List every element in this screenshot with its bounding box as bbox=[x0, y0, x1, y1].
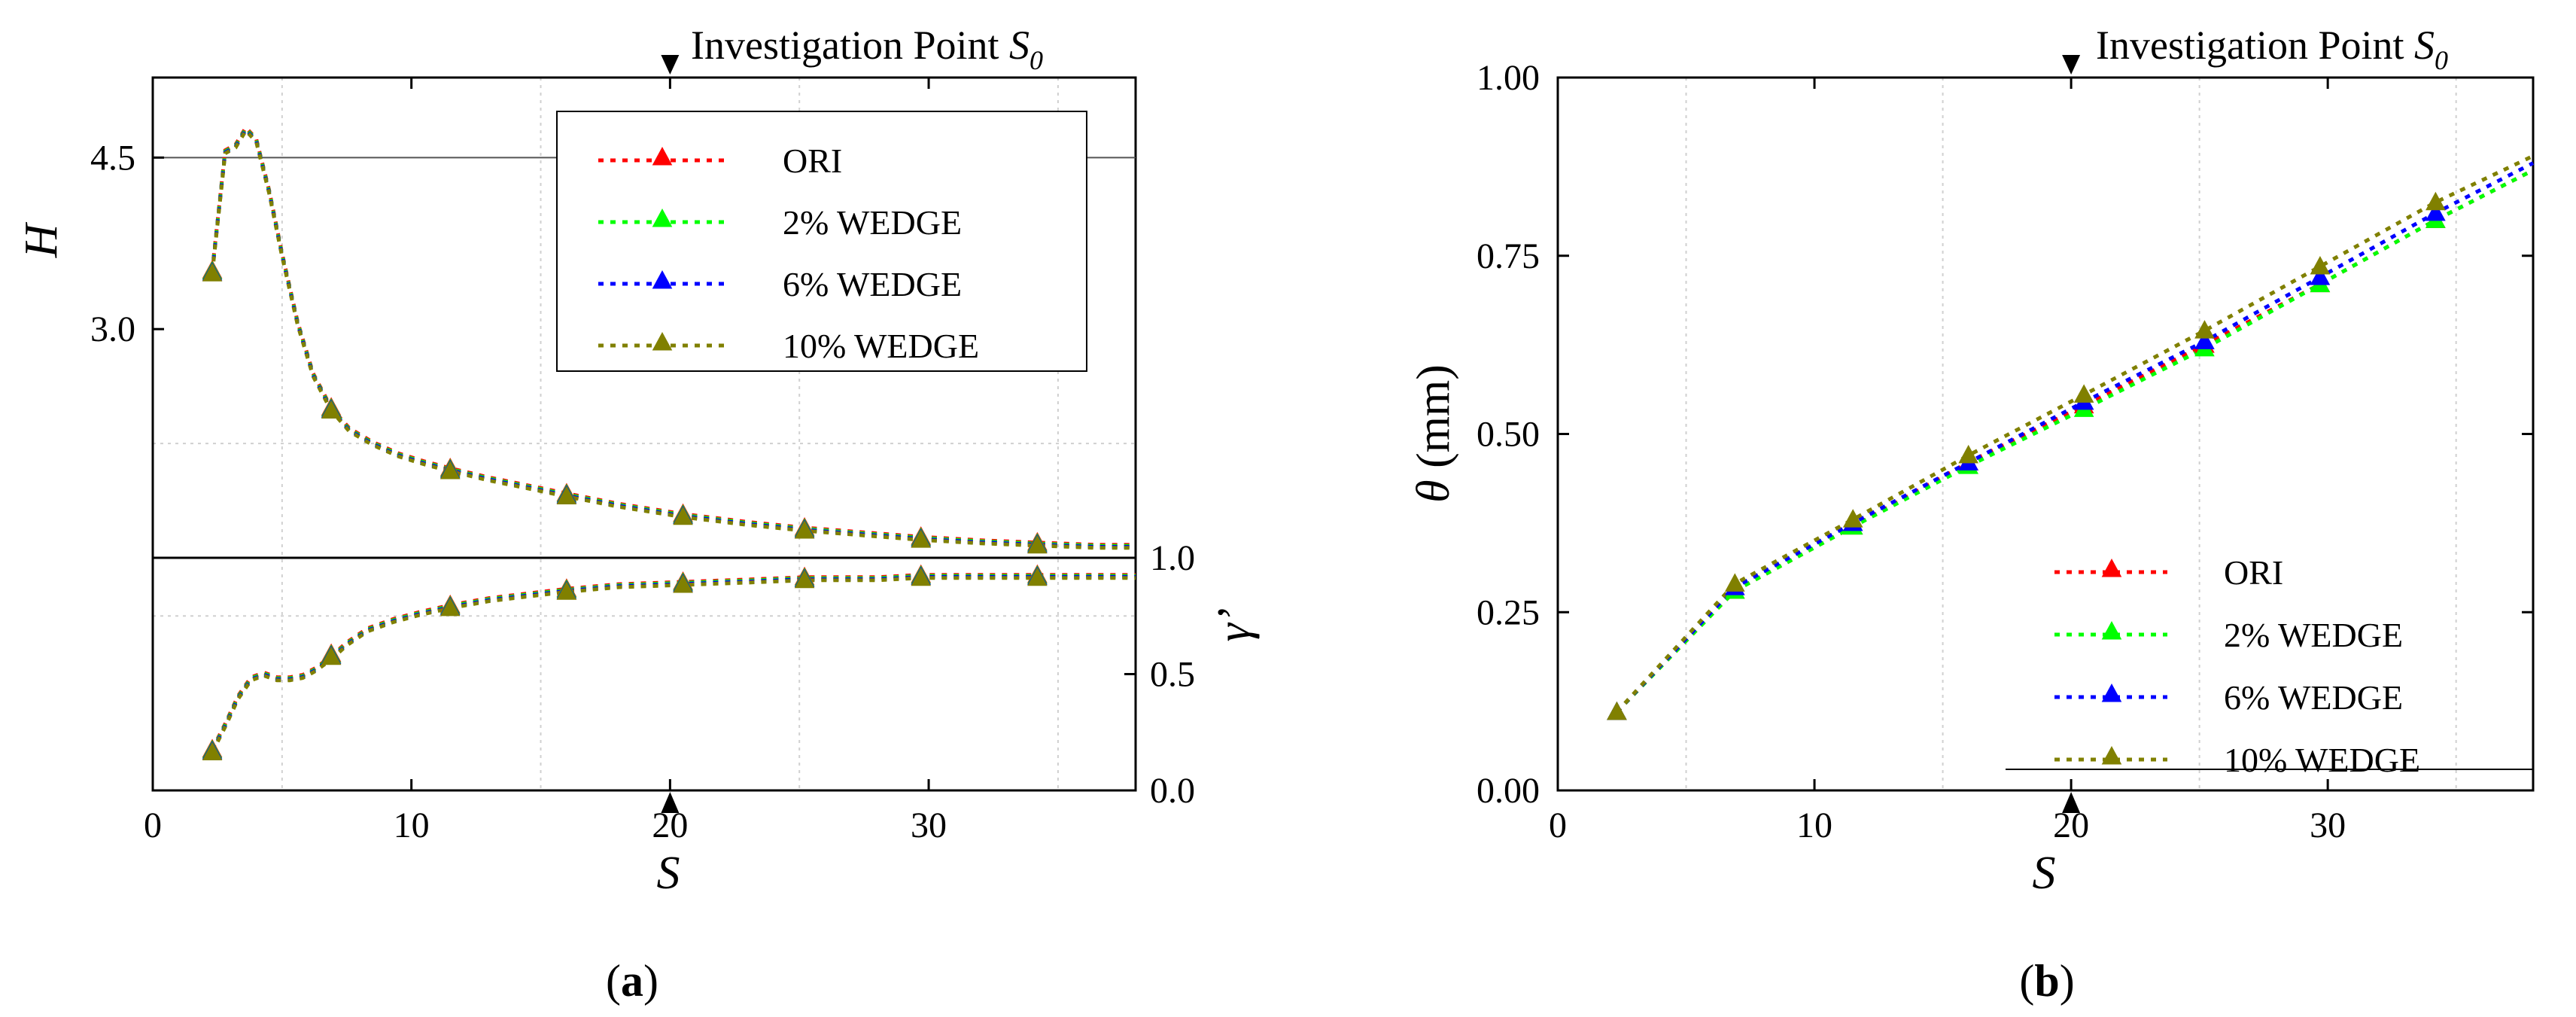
legend-label: 2% WEDGE bbox=[2224, 616, 2403, 654]
data-point bbox=[202, 741, 223, 760]
investigation-point-bottom-arrow bbox=[661, 792, 680, 813]
data-point bbox=[321, 646, 342, 665]
x-tick-label: 0 bbox=[1549, 805, 1567, 845]
legend-marker bbox=[2101, 559, 2122, 577]
theta-axis-title: θ (mm) bbox=[1408, 364, 1459, 503]
caption-b: (b) bbox=[2019, 956, 2074, 1006]
x-axis-title: S bbox=[2033, 848, 2056, 899]
data-point bbox=[794, 569, 815, 589]
data-point bbox=[2073, 384, 2094, 403]
y-tick-label: 0.25 bbox=[1477, 592, 1540, 632]
legend-label: 2% WEDGE bbox=[783, 203, 962, 242]
data-point bbox=[1027, 567, 1048, 586]
data-point bbox=[1607, 701, 1627, 720]
data-point bbox=[673, 574, 693, 593]
data-point bbox=[794, 520, 815, 539]
data-point bbox=[2425, 202, 2446, 221]
y-tick-label: 3.0 bbox=[90, 309, 135, 349]
upper-y-axis-title: H bbox=[16, 221, 67, 258]
data-point bbox=[911, 567, 932, 586]
investigation-point-arrow bbox=[661, 55, 680, 75]
legend-marker bbox=[652, 270, 673, 289]
legend: ORI 2% WEDGE 6% WEDGE 10% WEDGE bbox=[556, 111, 1087, 372]
legend-label: 6% WEDGE bbox=[2224, 678, 2403, 717]
legend-label: 6% WEDGE bbox=[783, 265, 962, 303]
y-tick-label: 1.0 bbox=[1150, 538, 1195, 578]
investigation-point-label: Investigation Point S0 bbox=[2096, 23, 2448, 75]
y-tick-label: 0.5 bbox=[1150, 655, 1195, 695]
series-line bbox=[1615, 168, 2535, 714]
legend-box bbox=[556, 111, 1087, 372]
caption-a: (a) bbox=[606, 956, 658, 1006]
x-tick-label: 30 bbox=[911, 805, 947, 845]
data-point bbox=[1027, 534, 1048, 554]
investigation-point-bottom-arrow bbox=[2062, 792, 2081, 813]
x-tick-label: 0 bbox=[144, 805, 162, 845]
investigation-point-label: Investigation Point S0 bbox=[691, 23, 1043, 75]
legend-label: 10% WEDGE bbox=[783, 327, 979, 365]
data-point bbox=[2425, 191, 2446, 211]
panel-a: 0 10 20 303.04.50.00.51.0 H γ’ S Investigat… bbox=[16, 23, 1260, 1006]
panel-b: 0 10 20 300.000.250.500.751.00 θ (mm) S Inv… bbox=[1408, 23, 2535, 1006]
data-point bbox=[2310, 266, 2331, 285]
legend-label: 10% WEDGE bbox=[2224, 741, 2420, 779]
legend: ORI 2% WEDGE 6% WEDGE 10% WEDGE bbox=[2006, 553, 2533, 779]
data-point bbox=[321, 400, 342, 419]
data-point bbox=[1958, 444, 1978, 464]
data-point bbox=[2194, 330, 2215, 349]
data-point bbox=[1725, 573, 1745, 592]
data-point bbox=[556, 486, 577, 504]
y-tick-label: 4.5 bbox=[90, 138, 135, 178]
x-tick-label: 30 bbox=[2310, 805, 2346, 845]
data-point bbox=[673, 506, 693, 525]
y-tick-label: 1.00 bbox=[1477, 58, 1540, 98]
y-tick-label: 0.50 bbox=[1477, 415, 1540, 455]
legend-marker bbox=[2101, 746, 2122, 765]
legend-label: ORI bbox=[2224, 553, 2283, 592]
y-tick-label: 0.75 bbox=[1477, 236, 1540, 276]
data-point bbox=[911, 529, 932, 548]
data-point bbox=[1842, 509, 1863, 528]
legend-marker bbox=[2101, 684, 2122, 702]
data-point bbox=[2194, 320, 2215, 339]
data-point bbox=[2310, 255, 2331, 275]
y-tick-label: 0.00 bbox=[1477, 771, 1540, 811]
legend-marker bbox=[652, 209, 673, 227]
data-point bbox=[202, 263, 223, 282]
x-tick-label: 10 bbox=[1796, 805, 1832, 845]
data-point bbox=[556, 581, 577, 600]
data-point bbox=[439, 461, 461, 480]
legend-marker bbox=[652, 332, 673, 351]
legend-marker bbox=[652, 147, 673, 166]
legend-marker bbox=[2101, 621, 2122, 640]
data-point bbox=[439, 597, 461, 617]
y-tick-label: 0.0 bbox=[1150, 771, 1195, 811]
series-line-upper bbox=[210, 127, 1136, 550]
series-line bbox=[1615, 154, 2535, 714]
x-tick-label: 10 bbox=[394, 805, 430, 845]
lower-y-axis-title: γ’ bbox=[1209, 607, 1260, 641]
x-axis-title: S bbox=[657, 848, 680, 899]
legend-label: ORI bbox=[783, 142, 842, 180]
investigation-point-arrow bbox=[2062, 55, 2081, 75]
